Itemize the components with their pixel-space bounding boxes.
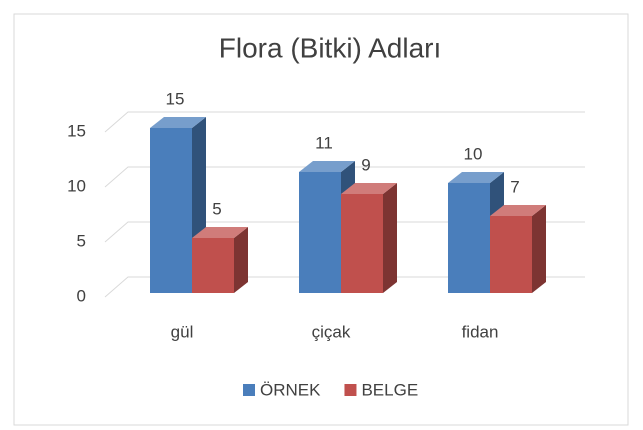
bar-top [341, 183, 397, 194]
bar-side [532, 205, 546, 293]
bar-front [299, 172, 341, 293]
grid-line [104, 166, 585, 188]
bar-top [490, 205, 546, 216]
data-label: 5 [212, 199, 221, 218]
data-label: 11 [315, 133, 333, 152]
grid-line [104, 276, 585, 298]
data-label: 10 [464, 144, 483, 163]
x-tick-label: çiçak [312, 322, 351, 341]
bar-front [490, 216, 532, 293]
chart-title: Flora (Bitki) Adları [219, 32, 442, 63]
bar-top [299, 161, 355, 172]
data-label: 9 [361, 155, 370, 174]
bar-top [150, 117, 206, 128]
grid-line [104, 221, 585, 243]
grid-line [104, 111, 585, 133]
x-tick-label: fidan [462, 322, 499, 341]
bar [341, 183, 397, 293]
data-label: 7 [510, 177, 519, 196]
y-tick-label: 5 [77, 231, 86, 250]
bar-top [192, 227, 248, 238]
bar [490, 205, 546, 293]
bar-top [448, 172, 504, 183]
bar-side [383, 183, 397, 293]
y-tick-label: 0 [77, 286, 86, 305]
legend-swatch [344, 384, 357, 396]
legend-swatch [243, 384, 255, 396]
bar [192, 227, 248, 293]
legend-label: ÖRNEK [260, 380, 321, 399]
y-tick-label: 10 [67, 176, 86, 195]
data-label: 15 [166, 89, 185, 108]
bar-front [150, 128, 192, 293]
y-tick-label: 15 [67, 121, 86, 140]
bar-front [341, 194, 383, 293]
bar-front [448, 183, 490, 293]
legend-label: BELGE [361, 380, 418, 399]
bar-side [234, 227, 248, 293]
x-tick-label: gül [171, 322, 194, 341]
bar-front [192, 238, 234, 293]
